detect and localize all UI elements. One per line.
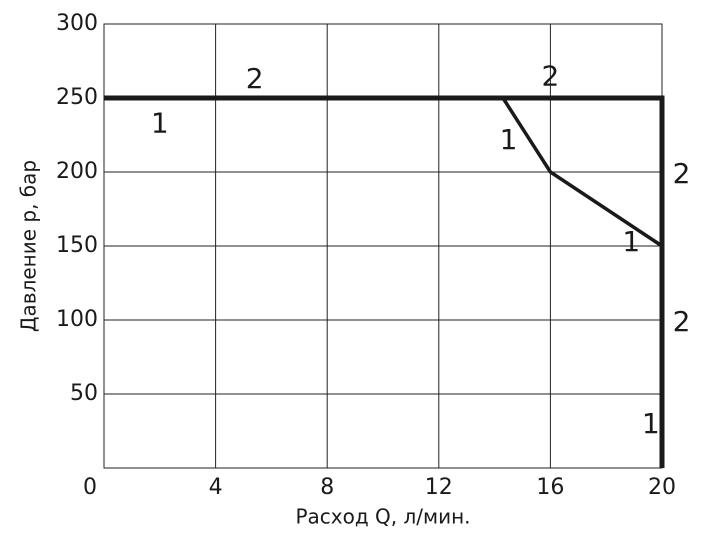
x-tick-label: 20 (648, 475, 676, 500)
y-tick-label: 150 (56, 233, 98, 258)
annotation: 2 (673, 157, 691, 190)
y-tick-label: 50 (70, 381, 98, 406)
y-tick-label: 300 (56, 11, 98, 36)
series-line (104, 95, 665, 468)
annotation: 1 (151, 107, 169, 140)
y-tick-label: 100 (56, 307, 98, 332)
x-tick-label: 12 (425, 475, 453, 500)
annotation: 2 (541, 59, 559, 92)
annotation: 1 (642, 407, 660, 440)
x-tick-label: 4 (209, 475, 223, 500)
x-axis-title: Расход Q, л/мин. (295, 505, 470, 529)
y-tick-label: 200 (56, 159, 98, 184)
annotation: 2 (246, 62, 264, 95)
x-tick-label: 16 (536, 475, 564, 500)
y-axis-title: Давление p, бар (17, 160, 41, 332)
annotation: 2 (673, 305, 691, 338)
x-tick-label: 0 (83, 475, 97, 500)
y-tick-label: 250 (56, 85, 98, 110)
annotation: 1 (622, 225, 640, 258)
annotation: 1 (500, 123, 518, 156)
x-tick-label: 8 (320, 475, 334, 500)
series-line (104, 96, 664, 468)
